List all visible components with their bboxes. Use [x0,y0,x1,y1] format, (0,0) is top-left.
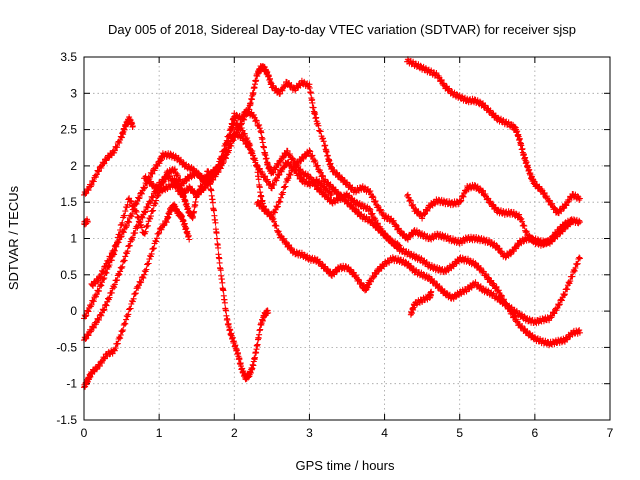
y-tick-label: 3.5 [60,50,77,64]
y-tick-label: 1 [70,232,77,246]
data-points [141,168,272,383]
chart-title: Day 005 of 2018, Sidereal Day-to-day VTE… [108,22,576,37]
y-tick-label: 0.5 [60,268,77,282]
x-tick-labels: 0 1 2 3 4 5 6 7 [81,426,614,440]
plot-frame [83,56,611,421]
data-points [253,199,583,327]
series-arc-2 [81,216,91,228]
y-axis-label: SDTVAR / TECUs [6,185,21,290]
series-arc-9 [253,199,583,327]
x-tick-label: 6 [532,426,539,440]
data-points [407,288,435,318]
data-points [81,201,193,391]
y-tick-label: -1.5 [56,413,77,427]
data-points [81,216,91,228]
series-arc-10 [404,56,583,217]
data-series [81,56,583,391]
data-points [81,114,136,198]
series-arc-7 [141,168,272,383]
data-points [404,56,583,217]
data-points [404,181,576,249]
x-tick-label: 7 [607,426,614,440]
y-tick-label: 0 [70,304,77,318]
x-axis-label: GPS time / hours [296,458,395,473]
y-tick-label: 2.5 [60,123,77,137]
series-arc-11 [404,181,576,249]
x-tick-label: 0 [81,426,88,440]
y-tick-labels: -1.5 -1 -0.5 0 0.5 1 1.5 2 2.5 3 3.5 [56,50,77,427]
x-tick-label: 1 [156,426,163,440]
x-tick-label: 2 [231,426,238,440]
series-arc-12 [407,288,435,318]
series-arc-6 [81,201,193,391]
y-tick-label: 1.5 [60,195,77,209]
x-tick-label: 3 [306,426,313,440]
y-tick-label: 3 [70,86,77,100]
series-arc-1 [81,114,136,198]
x-tick-label: 5 [456,426,463,440]
y-tick-label: 2 [70,159,77,173]
y-tick-label: -1 [66,377,77,391]
y-tick-label: -0.5 [56,340,77,354]
x-tick-label: 4 [381,426,388,440]
